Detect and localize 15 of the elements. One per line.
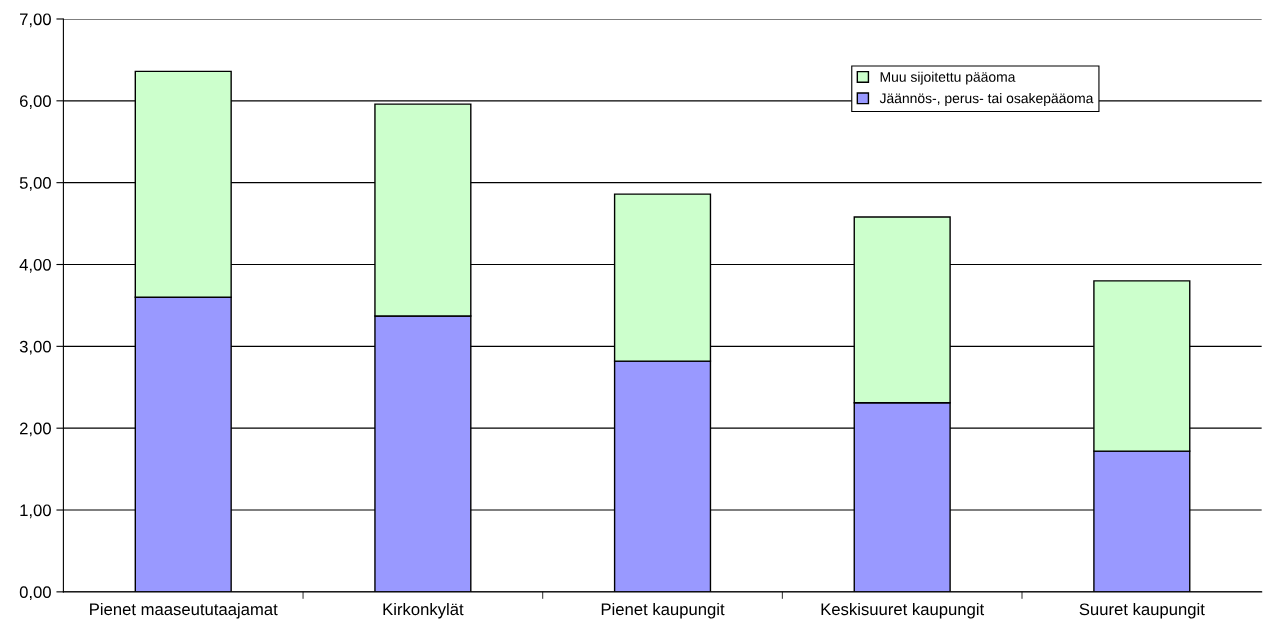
legend-label: Muu sijoitettu pääoma — [880, 71, 1016, 85]
x-tick-label: Keskisuuret kaupungit — [821, 602, 985, 619]
y-tick-label: 5,00 — [19, 177, 51, 191]
x-tick-label: Kirkonkylät — [383, 602, 464, 619]
y-tick-label: 0,00 — [19, 586, 51, 601]
y-tick-label: 2,00 — [20, 422, 51, 437]
legend-label: Jäännös-, perus- tai osakepääoma — [879, 93, 1094, 106]
y-tick-label: 7,00 — [20, 13, 51, 28]
y-tick-label: 4,00 — [19, 258, 51, 273]
y-tick-label: 3,00 — [19, 340, 51, 355]
x-tick-label: Suuret kaupungit — [1079, 602, 1205, 619]
x-tick-label: Pienet kaupungit — [601, 602, 725, 619]
y-tick-label: 6,00 — [20, 95, 51, 109]
x-tick-label: Pienet maaseututaajamat — [90, 602, 278, 619]
y-tick-label: 1,00 — [20, 504, 51, 519]
